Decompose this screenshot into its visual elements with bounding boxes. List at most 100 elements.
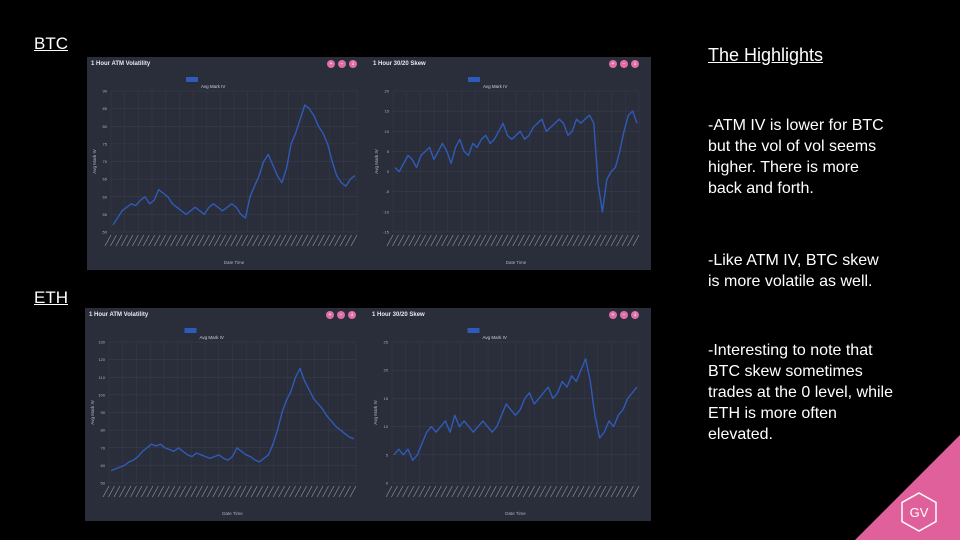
zoom-out-button[interactable]: − <box>620 311 628 319</box>
x-tick-mark <box>279 234 287 247</box>
x-tick-mark <box>413 485 420 498</box>
y-tick-label: 85 <box>103 106 108 111</box>
zoom-in-button[interactable]: + <box>609 311 617 319</box>
x-tick-mark <box>124 485 132 498</box>
y-tick-label: 20 <box>385 89 390 94</box>
line-plot: Avg Mark IV 0 5 10 15 20 25 Date Time Avg Mark I… <box>373 328 640 516</box>
x-tick-mark <box>212 485 220 498</box>
x-tick-mark <box>561 234 569 247</box>
y-tick-label: -10 <box>383 209 390 214</box>
x-tick-mark <box>594 485 601 498</box>
y-tick-label: 130 <box>98 340 105 345</box>
x-tick-mark <box>418 485 426 498</box>
x-tick-mark <box>511 485 519 498</box>
x-tick-mark <box>500 485 508 498</box>
x-tick-mark <box>506 234 514 247</box>
x-tick-mark <box>305 485 313 498</box>
y-tick-label: 70 <box>103 159 108 164</box>
x-tick-mark <box>230 234 238 247</box>
x-tick-mark <box>206 485 214 498</box>
y-tick-label: 10 <box>384 424 389 429</box>
x-tick-mark <box>440 485 448 498</box>
line-plot: Avg Mark IV -15 -10 -5 0 5 10 15 20 Date Time Avg … <box>374 77 640 265</box>
eth-section-label: ETH <box>34 288 68 307</box>
chart-title: 1 Hour 30/20 Skew <box>372 312 425 318</box>
x-tick-mark <box>252 234 259 247</box>
download-icon[interactable]: ↓ <box>631 60 639 68</box>
y-tick-label: 5 <box>387 149 390 154</box>
x-tick-mark <box>328 234 336 247</box>
x-tick-mark <box>407 485 415 498</box>
y-tick-label: 55 <box>103 212 108 217</box>
download-icon[interactable]: ↓ <box>348 311 356 319</box>
x-tick-mark <box>311 485 318 498</box>
x-tick-mark <box>545 234 552 247</box>
legend-swatch <box>186 77 198 82</box>
x-axis-label: Date Time <box>505 511 526 516</box>
zoom-out-button[interactable]: − <box>337 311 345 319</box>
y-tick-label: 5 <box>386 452 389 457</box>
x-tick-mark <box>605 234 612 247</box>
x-tick-mark <box>294 485 302 498</box>
series-line <box>393 358 638 462</box>
x-tick-mark <box>349 485 357 498</box>
x-tick-mark <box>385 485 393 498</box>
line-plot: Avg Mark IV 50 60 70 80 90 100 110 120 130 Date Ti… <box>90 328 357 516</box>
x-tick-mark <box>224 234 232 247</box>
line-plot: Avg Mark IV 50 55 60 65 70 75 80 85 90 Date Time Av… <box>92 77 358 265</box>
x-tick-mark <box>632 485 640 498</box>
x-tick-mark <box>403 234 410 247</box>
x-tick-mark <box>344 485 351 498</box>
x-tick-mark <box>544 485 552 498</box>
x-tick-mark <box>350 234 358 247</box>
download-icon[interactable]: ↓ <box>349 60 357 68</box>
highlight-point: -Like ATM IV, BTC skew is more volatile … <box>708 252 879 290</box>
zoom-out-button[interactable]: − <box>338 60 346 68</box>
download-icon[interactable]: ↓ <box>631 311 639 319</box>
zoom-in-button[interactable]: + <box>326 311 334 319</box>
x-axis-label: Date Time <box>506 260 527 265</box>
x-tick-mark <box>457 234 465 247</box>
x-tick-mark <box>517 234 525 247</box>
x-tick-mark <box>241 234 248 247</box>
zoom-out-button[interactable]: − <box>620 60 628 68</box>
x-tick-mark <box>157 485 165 498</box>
x-tick-mark <box>201 485 209 498</box>
x-tick-mark <box>306 234 314 247</box>
x-tick-mark <box>257 234 265 247</box>
x-tick-mark <box>485 234 492 247</box>
x-tick-mark <box>283 485 291 498</box>
x-tick-mark <box>250 485 258 498</box>
y-tick-label: 65 <box>103 177 108 182</box>
x-tick-mark <box>301 234 309 247</box>
x-tick-mark <box>121 234 128 247</box>
x-tick-mark <box>616 485 623 498</box>
x-tick-mark <box>474 234 481 247</box>
x-tick-mark <box>142 234 150 247</box>
x-tick-mark <box>338 485 346 498</box>
zoom-in-button[interactable]: + <box>327 60 335 68</box>
x-tick-mark <box>317 234 325 247</box>
x-tick-mark <box>239 485 247 498</box>
y-tick-label: 15 <box>384 396 389 401</box>
x-tick-mark <box>327 485 335 498</box>
x-tick-mark <box>146 485 154 498</box>
x-tick-mark <box>214 234 221 247</box>
x-tick-mark <box>268 234 276 247</box>
x-tick-mark <box>550 234 558 247</box>
chart-toolbar: + − ↓ <box>327 60 357 68</box>
x-tick-mark <box>496 234 503 247</box>
y-tick-label: 25 <box>384 340 389 345</box>
x-tick-mark <box>135 485 143 498</box>
x-tick-mark <box>627 234 634 247</box>
y-tick-label: 60 <box>101 463 106 468</box>
x-tick-mark <box>334 234 341 247</box>
logo-text: GV <box>910 505 929 520</box>
x-tick-mark <box>396 485 404 498</box>
btc-chart-panel: 1 Hour ATM Volatility + − ↓ Avg Mark IV 5… <box>87 57 651 270</box>
x-tick-mark <box>451 485 459 498</box>
x-tick-mark <box>534 234 541 247</box>
chart-title: 1 Hour ATM Volatility <box>91 61 151 67</box>
gv-logo: GV <box>901 492 937 532</box>
zoom-in-button[interactable]: + <box>609 60 617 68</box>
